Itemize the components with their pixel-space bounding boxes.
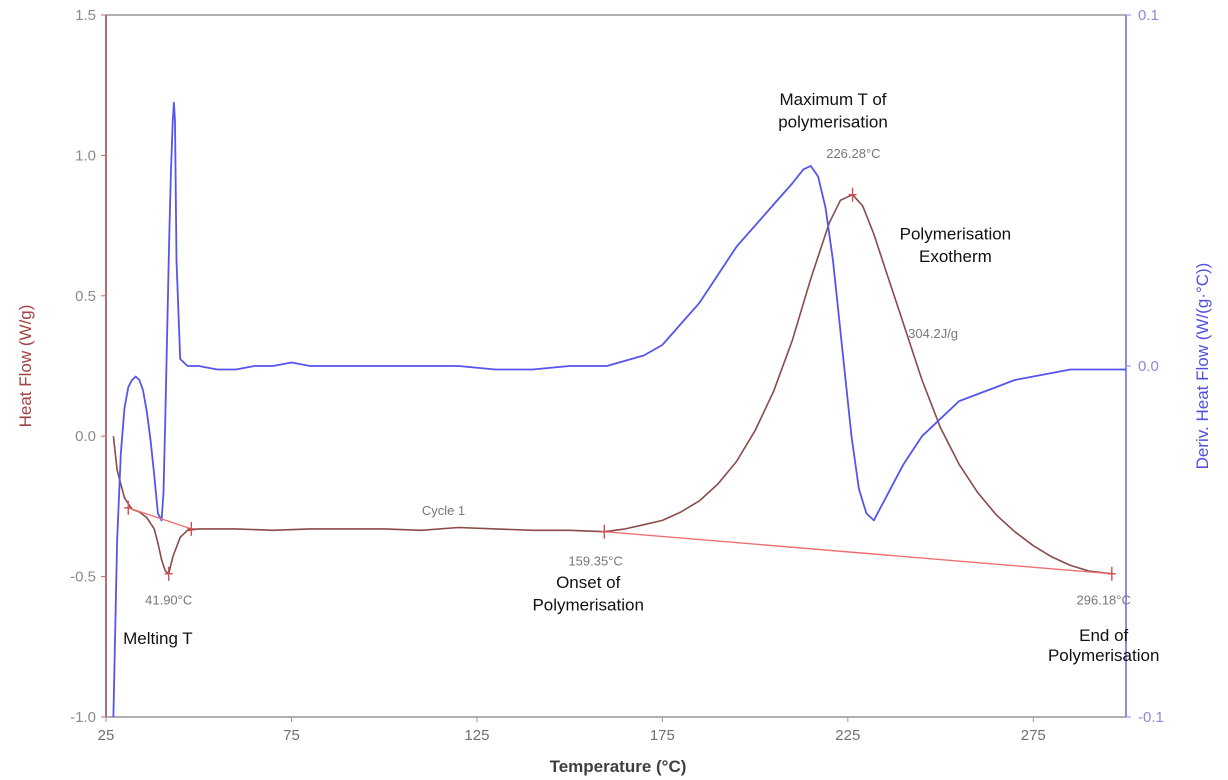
x-tick-label: 75 <box>283 727 300 744</box>
x-tick-label: 125 <box>464 727 489 744</box>
annotation-label: Polymerisation <box>532 595 644 614</box>
y-left-tick-label: 0.0 <box>75 428 96 445</box>
annotation-label: End of <box>1079 626 1128 645</box>
annotation-label: Maximum T of <box>779 90 886 109</box>
y-axis-left-label: Heat Flow (W/g) <box>16 305 35 428</box>
y-left-tick-label: 1.0 <box>75 147 96 164</box>
annotation-label: 159.35°C <box>568 553 622 568</box>
annotation-label: Exotherm <box>919 247 992 266</box>
marker-layer <box>124 187 1116 581</box>
annotation-layer: 41.90°C Melting T Cycle 1 159.35°C Onset of P… <box>123 90 1159 665</box>
x-tick-label: 225 <box>835 727 860 744</box>
annotation-label: Cycle 1 <box>422 503 465 518</box>
integration-baseline-2 <box>604 530 1112 575</box>
deriv-heat-flow-line <box>112 101 1126 718</box>
x-axis-label: Temperature (°C) <box>550 757 687 776</box>
annotation-label: Polymerisation <box>900 225 1012 244</box>
heat-flow-line <box>112 193 1112 575</box>
annotation-label: 226.28°C <box>826 146 880 161</box>
annotation-label: Onset of <box>556 573 621 592</box>
baseline-layer <box>128 507 1112 575</box>
annotation-label: Polymerisation <box>1048 646 1160 665</box>
x-tick-label: 175 <box>650 727 675 744</box>
y-right-tick-label: -0.1 <box>1138 709 1164 726</box>
plot-frame <box>105 14 1127 718</box>
annotation-label: 296.18°C <box>1077 593 1131 608</box>
annotation-label: Melting T <box>123 629 193 648</box>
annotation-label: 41.90°C <box>145 593 192 608</box>
x-tick-label: 25 <box>98 727 115 744</box>
y-right-tick-label: 0.1 <box>1138 7 1159 24</box>
series-layer <box>112 101 1126 718</box>
y-left-tick-label: -0.5 <box>70 569 96 586</box>
y-right-tick-label: 0.0 <box>1138 358 1159 375</box>
y-left-tick-label: 0.5 <box>75 288 96 305</box>
y-left-tick-label: 1.5 <box>75 7 96 24</box>
x-tick-label: 275 <box>1021 727 1046 744</box>
integration-baseline-1 <box>128 507 192 530</box>
annotation-label: polymerisation <box>778 112 888 131</box>
y-left-tick-label: -1.0 <box>70 709 96 726</box>
y-axis-right-label: Deriv. Heat Flow (W/(g·°C)) <box>1193 263 1212 470</box>
annotation-label: 304.2J/g <box>908 326 958 341</box>
tick-layer: 25 75 125 175 225 275 1.5 1.0 0.5 0.0 -0.5 -1.0 0.1 0… <box>70 7 1164 744</box>
